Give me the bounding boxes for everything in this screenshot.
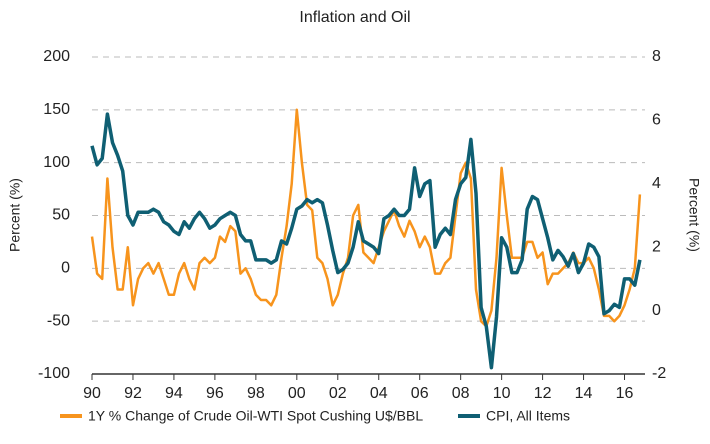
y2-tick-label: 6: [652, 112, 661, 129]
x-tick-label: 04: [370, 385, 388, 402]
y-tick-label: 150: [43, 101, 70, 118]
y-tick-label: 100: [43, 154, 70, 171]
x-tick-label: 16: [616, 385, 634, 402]
y-tick-label: 50: [52, 207, 70, 224]
y-tick-label: -50: [47, 312, 70, 329]
legend-label: CPI, All Items: [486, 408, 570, 424]
legend-swatch: [458, 414, 480, 418]
y2-tick-label: -2: [652, 365, 666, 382]
x-tick-label: 96: [206, 385, 224, 402]
x-tick-label: 10: [493, 385, 511, 402]
x-tick-label: 14: [575, 385, 593, 402]
x-tick-label: 90: [83, 385, 101, 402]
x-tick-label: 98: [247, 385, 265, 402]
legend-swatch: [60, 414, 82, 418]
x-tick-label: 06: [411, 385, 429, 402]
y-tick-label: -100: [38, 365, 70, 382]
y-tick-label: 0: [61, 260, 70, 277]
y2-axis-label: Percent (%): [686, 178, 702, 252]
x-tick-label: 94: [165, 385, 183, 402]
y2-tick-label: 4: [652, 175, 661, 192]
y2-tick-label: 0: [652, 302, 661, 319]
chart-title: Inflation and Oil: [299, 9, 410, 26]
x-tick-label: 00: [288, 385, 306, 402]
y-axis-label: Percent (%): [7, 178, 23, 252]
series-line: [90, 112, 642, 370]
x-tick-label: 92: [124, 385, 142, 402]
x-tick-label: 12: [534, 385, 552, 402]
x-tick-label: 08: [452, 385, 470, 402]
legend-label: 1Y % Change of Crude Oil-WTI Spot Cushin…: [88, 408, 423, 424]
y2-tick-label: 8: [652, 48, 661, 65]
x-tick-label: 02: [329, 385, 347, 402]
series-line: [90, 108, 642, 328]
y-tick-label: 200: [43, 48, 70, 65]
y2-tick-label: 2: [652, 238, 661, 255]
